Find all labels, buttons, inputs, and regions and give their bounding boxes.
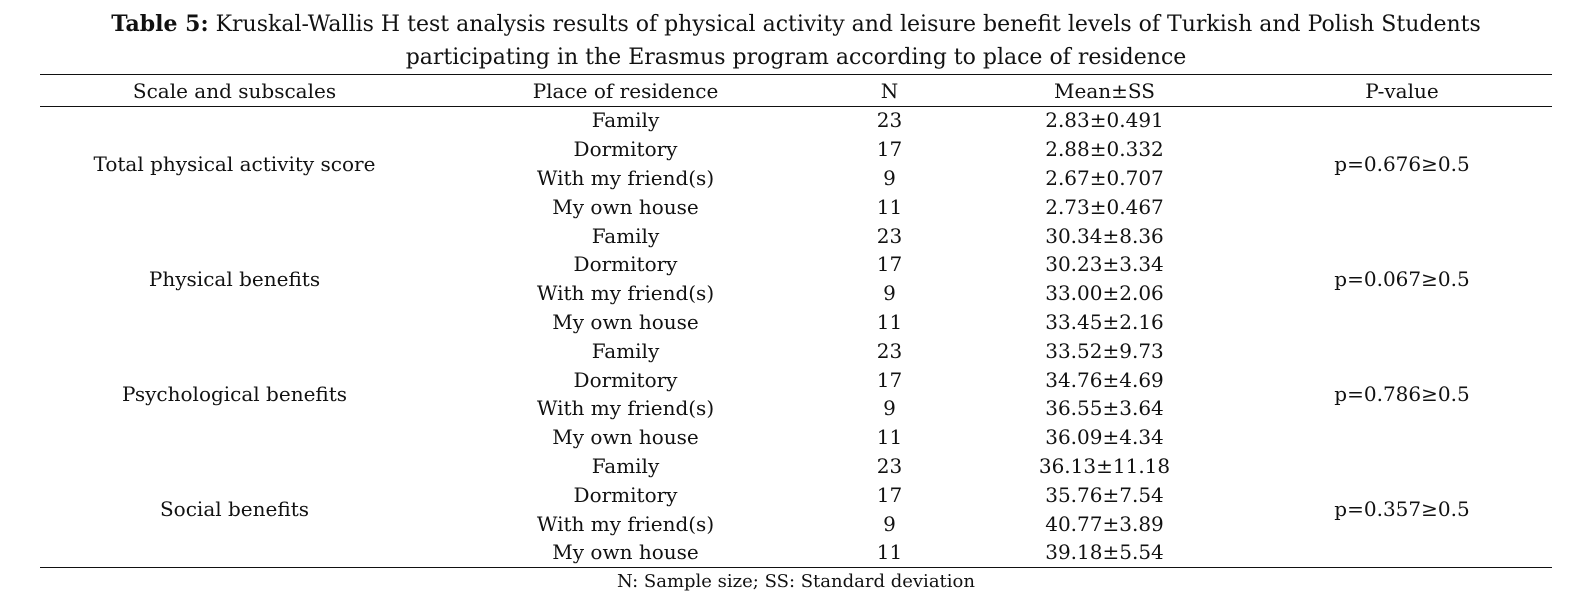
n-cell: 17	[876, 137, 903, 162]
place-cell: Dormitory	[573, 367, 678, 392]
table-row: Psychological benefits Family 23 33.52±9…	[40, 336, 1552, 406]
table-row: Total physical activity score Family 23 …	[40, 106, 1552, 175]
mean-cell: 36.13±11.18	[1038, 453, 1171, 478]
mean-cell: 2.67±0.707	[1045, 165, 1164, 190]
p-value-cell: p=0.357≥0.5	[1334, 497, 1470, 522]
place-cell: Dormitory	[573, 252, 678, 277]
n-cell: 11	[876, 194, 903, 219]
place-cell: Family	[591, 108, 660, 133]
header-rule	[40, 106, 1552, 107]
place-cell: With my friend(s)	[536, 511, 715, 536]
header-mean: Mean±SS	[1054, 78, 1155, 103]
table-row: Social benefits Family 23 36.13±11.18 p=…	[40, 452, 1552, 521]
header-scale: Scale and subscales	[132, 78, 337, 103]
table-row: My own house 11 33.45±2.16	[40, 308, 1552, 337]
table-row: My own house 11 36.09±4.34	[40, 423, 1552, 452]
n-cell: 17	[876, 252, 903, 277]
table-bottom-rule	[40, 567, 1552, 568]
place-cell: My own house	[552, 309, 699, 334]
table-footnote: N: Sample size; SS: Standard deviation	[617, 571, 975, 592]
table-row: Dormitory 17 2.88±0.332	[40, 135, 1552, 164]
scale-cell: Physical benefits	[148, 266, 321, 291]
place-cell: My own house	[552, 425, 699, 450]
n-cell: 23	[876, 223, 903, 248]
table-row: Dormitory 17 35.76±7.54	[40, 480, 1552, 509]
place-cell: Family	[591, 338, 660, 363]
table-top-rule	[40, 74, 1552, 75]
p-value-cell: p=0.676≥0.5	[1334, 151, 1470, 176]
mean-cell: 30.23±3.34	[1045, 252, 1164, 277]
mean-cell: 34.76±4.69	[1045, 367, 1164, 392]
caption-label: Table 5:	[111, 11, 209, 37]
place-cell: With my friend(s)	[536, 281, 715, 306]
mean-cell: 36.55±3.64	[1045, 396, 1164, 421]
n-cell: 17	[876, 482, 903, 507]
place-cell: My own house	[552, 194, 699, 219]
table-row: My own house 11 2.73±0.467	[40, 192, 1552, 221]
n-cell: 23	[876, 453, 903, 478]
mean-cell: 35.76±7.54	[1045, 482, 1164, 507]
table-row: Dormitory 17 34.76±4.69	[40, 365, 1552, 394]
table-row: With my friend(s) 9 36.55±3.64	[40, 394, 1552, 423]
table-caption: Table 5: Kruskal-Wallis H test analysis …	[40, 8, 1552, 74]
header-p-value: P-value	[1365, 78, 1439, 103]
place-cell: Family	[591, 223, 660, 248]
scale-cell: Total physical activity score	[93, 151, 376, 176]
place-cell: Family	[591, 453, 660, 478]
place-cell: My own house	[552, 540, 699, 565]
place-cell: Dormitory	[573, 482, 678, 507]
place-cell: With my friend(s)	[536, 396, 715, 421]
scale-cell: Psychological benefits	[121, 381, 348, 406]
n-cell: 9	[883, 165, 896, 190]
n-cell: 11	[876, 309, 903, 334]
mean-cell: 33.45±2.16	[1045, 309, 1164, 334]
table-row: With my friend(s) 9 40.77±3.89	[40, 509, 1552, 538]
mean-cell: 2.73±0.467	[1045, 194, 1164, 219]
mean-cell: 2.88±0.332	[1045, 137, 1164, 162]
n-cell: 11	[876, 540, 903, 565]
n-cell: 23	[876, 108, 903, 133]
mean-cell: 33.52±9.73	[1045, 338, 1164, 363]
mean-cell: 30.34±8.36	[1045, 223, 1164, 248]
n-cell: 23	[876, 338, 903, 363]
table-row: With my friend(s) 9 2.67±0.707	[40, 164, 1552, 193]
place-cell: With my friend(s)	[536, 165, 715, 190]
mean-cell: 39.18±5.54	[1045, 540, 1164, 565]
header-place: Place of residence	[532, 78, 719, 103]
n-cell: 9	[883, 396, 896, 421]
table-row: My own house 11 39.18±5.54	[40, 538, 1552, 567]
n-cell: 11	[876, 425, 903, 450]
n-cell: 9	[883, 511, 896, 536]
table-row: Physical benefits Family 23 30.34±8.36 p…	[40, 221, 1552, 291]
header-row: Scale and subscales Place of residence N…	[40, 75, 1552, 106]
p-value-cell: p=0.067≥0.5	[1334, 266, 1470, 291]
table-row: With my friend(s) 9 33.00±2.06	[40, 279, 1552, 308]
mean-cell: 40.77±3.89	[1045, 511, 1164, 536]
results-table: Scale and subscales Place of residence N…	[40, 75, 1552, 567]
mean-cell: 36.09±4.34	[1045, 425, 1164, 450]
n-cell: 9	[883, 281, 896, 306]
scale-cell: Social benefits	[159, 497, 309, 522]
n-cell: 17	[876, 367, 903, 392]
table-row: Dormitory 17 30.23±3.34	[40, 250, 1552, 279]
place-cell: Dormitory	[573, 137, 678, 162]
caption-text: Kruskal-Wallis H test analysis results o…	[215, 12, 1481, 70]
header-n: N	[880, 78, 899, 103]
mean-cell: 33.00±2.06	[1045, 281, 1164, 306]
p-value-cell: p=0.786≥0.5	[1334, 381, 1470, 406]
mean-cell: 2.83±0.491	[1045, 108, 1164, 133]
table-body: Total physical activity score Family 23 …	[40, 106, 1552, 567]
